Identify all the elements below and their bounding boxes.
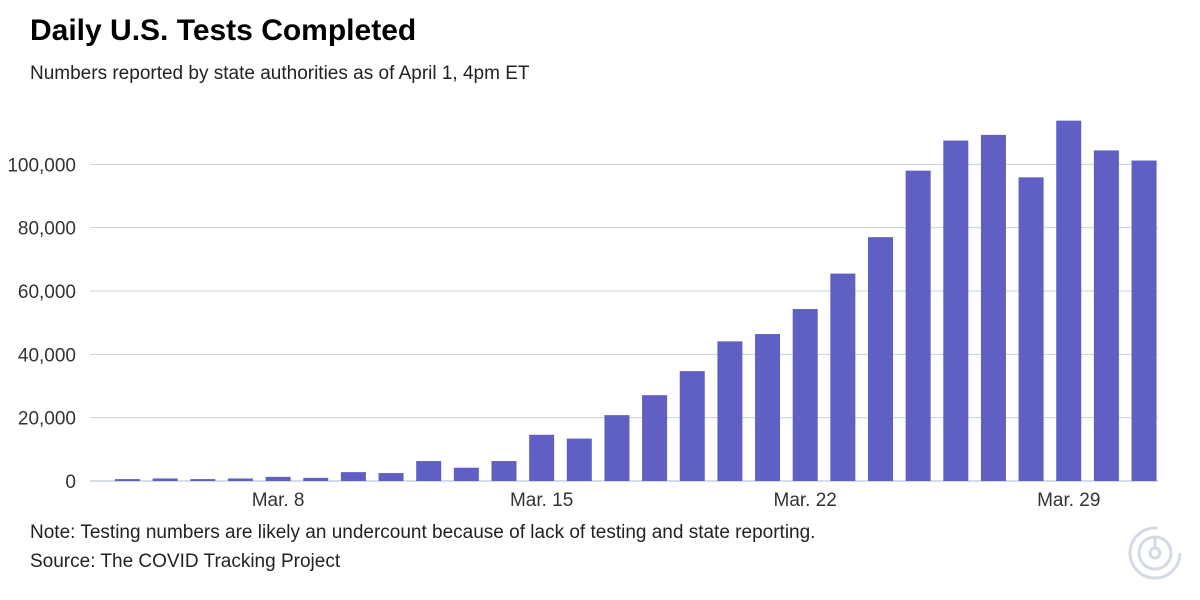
x-tick-label: Mar. 22 [774, 490, 837, 511]
chart-note: Note: Testing numbers are likely an unde… [30, 522, 816, 543]
bar: Mar. 9: 1,000 [303, 477, 329, 481]
bar: Mar. 8: 1,300 [265, 476, 291, 481]
y-tick-label: 20,000 [18, 409, 76, 430]
y-axis-tick-labels: 0 20,000 40,000 60,000 80,000 100,000 [7, 155, 76, 493]
bar: Mar. 21: 46,400 [755, 334, 781, 481]
bar: Mar. 23: 65,500 [830, 273, 856, 481]
y-tick-label: 100,000 [7, 155, 76, 176]
bar: Mar. 14: 6,300 [491, 461, 517, 481]
y-tick-label: 80,000 [18, 219, 76, 240]
bar: Mar. 29: 113,800 [1056, 120, 1082, 481]
chart-title: Daily U.S. Tests Completed [30, 14, 417, 47]
bar-chart: 0 20,000 40,000 60,000 80,000 100,000 Mar. 4:… [7, 120, 1158, 511]
bar: Mar. 31: 101,200 [1131, 160, 1157, 482]
bar: Mar. 28: 95,900 [1018, 177, 1044, 482]
bar: Mar. 10: 2,800 [340, 472, 366, 481]
x-tick-label: Mar. 15 [510, 490, 573, 511]
bar: Mar. 30: 104,400 [1093, 150, 1119, 481]
bar: Mar. 24: 77,000 [868, 237, 893, 481]
bar: Mar. 17: 20,800 [604, 415, 630, 481]
bar: Mar. 18: 27,100 [642, 395, 668, 481]
bars: Mar. 4: 600 Mar. 5: 800 Mar. 6: 600 Mar. 7:… [115, 120, 1157, 482]
bar: Mar. 13: 4,200 [453, 467, 479, 481]
chart-source: Source: The COVID Tracking Project [30, 551, 341, 572]
bar: Mar. 11: 2,500 [378, 473, 404, 481]
bar: Mar. 25: 98,000 [905, 170, 931, 481]
bar: Mar. 26: 107,500 [943, 140, 969, 482]
y-tick-label: 0 [65, 472, 76, 493]
bar: Mar. 4: 600 [115, 479, 140, 481]
x-axis-tick-labels: Mar. 8 Mar. 15 Mar. 22 Mar. 29 [252, 490, 1101, 511]
y-tick-label: 40,000 [18, 345, 76, 366]
bar: Mar. 22: 54,300 [792, 309, 818, 481]
covid-tracking-project-logo-icon [1126, 524, 1184, 587]
bar: Mar. 15: 14,600 [529, 434, 555, 481]
bar: Mar. 20: 44,100 [717, 341, 743, 481]
bar: Mar. 16: 13,400 [566, 438, 592, 481]
bar: Mar. 12: 6,300 [416, 461, 442, 481]
x-tick-label: Mar. 29 [1037, 490, 1100, 511]
bar: Mar. 7: 800 [227, 478, 253, 481]
chart-subtitle: Numbers reported by state authorities as… [30, 63, 530, 84]
y-tick-label: 60,000 [18, 282, 76, 303]
bar: Mar. 27: 109,300 [980, 134, 1006, 481]
x-tick-label: Mar. 8 [252, 490, 305, 511]
bar: Mar. 5: 800 [152, 478, 178, 481]
bar: Mar. 19: 34,700 [679, 371, 705, 481]
bar: Mar. 6: 600 [190, 479, 216, 481]
